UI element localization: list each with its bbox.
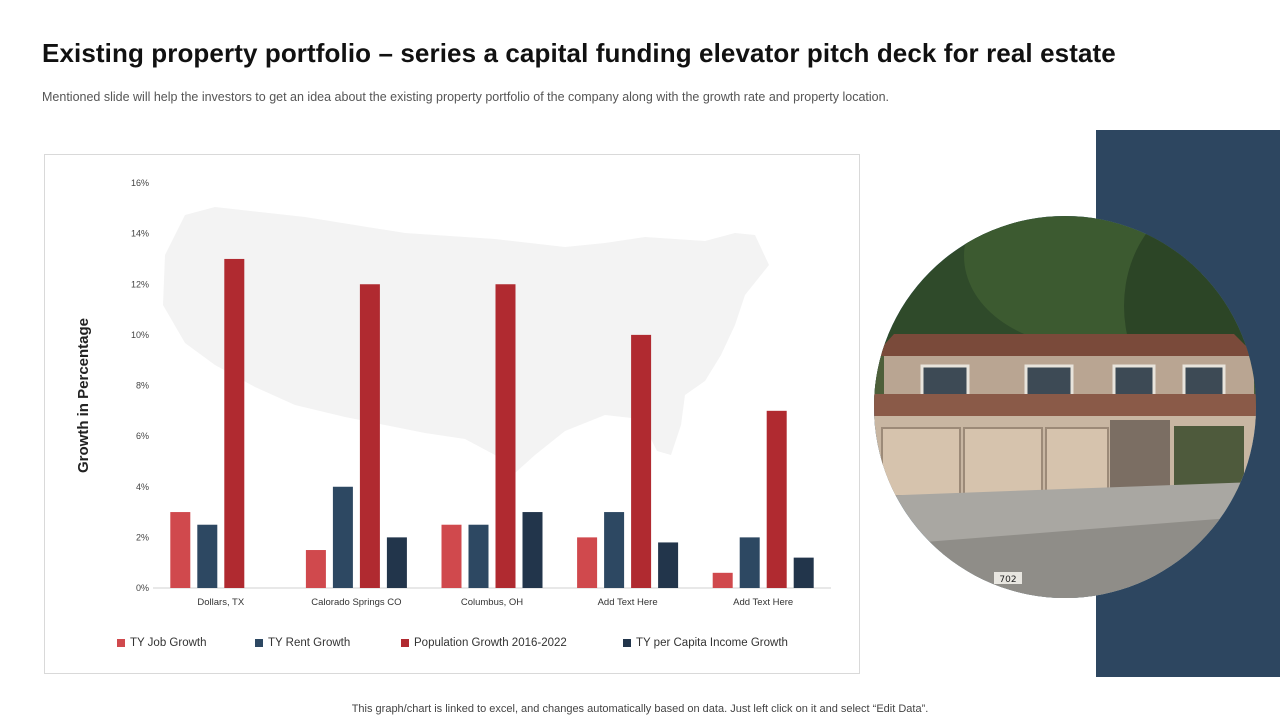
footer-note: This graph/chart is linked to excel, and…: [351, 703, 929, 715]
y-tick-label: 16%: [131, 178, 149, 188]
legend-swatch: [255, 639, 263, 647]
y-tick-label: 14%: [131, 229, 149, 239]
legend-label: TY per Capita Income Growth: [636, 637, 788, 649]
x-tick-label: Calorado Springs CO: [311, 597, 401, 608]
y-tick-label: 12%: [131, 279, 149, 289]
bar-3-4: [793, 557, 814, 588]
bar-1-3: [604, 512, 625, 588]
bar-2-4: [766, 410, 787, 588]
us-map-background: [163, 207, 769, 473]
legend-item: TY Job Growth: [117, 637, 255, 649]
y-tick-label: 4%: [136, 482, 149, 492]
bar-1-4: [739, 537, 760, 588]
y-axis-title: Growth in Percentage: [75, 318, 92, 473]
x-tick-label: Dollars, TX: [197, 597, 244, 608]
bar-2-1: [359, 284, 380, 588]
bar-0-0: [170, 512, 191, 588]
bar-1-0: [197, 524, 218, 588]
bar-3-1: [386, 537, 407, 588]
bar-1-2: [468, 524, 489, 588]
bar-0-1: [305, 550, 326, 588]
bar-2-3: [631, 334, 652, 588]
y-tick-label: 8%: [136, 381, 149, 391]
legend-item: TY per Capita Income Growth: [623, 637, 823, 649]
slide-subtitle: Mentioned slide will help the investors …: [42, 90, 890, 104]
bar-2-2: [495, 284, 516, 588]
house-photo: 702: [874, 216, 1256, 598]
x-tick-label: Add Text Here: [598, 597, 658, 608]
legend-label: Population Growth 2016-2022: [414, 637, 567, 649]
slide-title: Existing property portfolio – series a c…: [42, 38, 1116, 68]
bar-0-3: [577, 537, 598, 588]
legend-label: TY Job Growth: [130, 637, 207, 649]
bar-2-0: [224, 258, 245, 588]
y-tick-label: 2%: [136, 532, 149, 542]
legend-swatch: [623, 639, 631, 647]
bar-0-4: [712, 572, 733, 588]
bar-1-1: [332, 486, 353, 588]
y-tick-label: 0%: [136, 583, 149, 593]
chart-canvas: 0% 2% 4% 6% 8% 10% 12% 14% 16% Growth in Percenta…: [75, 178, 831, 608]
legend-swatch: [401, 639, 409, 647]
bar-chart[interactable]: 0% 2% 4% 6% 8% 10% 12% 14% 16% Growth in Percenta…: [44, 154, 860, 674]
legend-swatch: [117, 639, 125, 647]
bar-3-3: [658, 542, 679, 588]
bar-0-2: [441, 524, 462, 588]
chart-legend: TY Job Growth TY Rent Growth Population Gr…: [117, 637, 823, 649]
house-illustration: 702: [874, 216, 1256, 598]
house-number: 702: [999, 575, 1016, 585]
bar-3-2: [522, 512, 543, 588]
y-tick-label: 6%: [136, 431, 149, 441]
y-tick-label: 10%: [131, 330, 149, 340]
x-tick-label: Add Text Here: [733, 597, 793, 608]
x-tick-label: Columbus, OH: [461, 597, 523, 608]
legend-item: Population Growth 2016-2022: [401, 637, 623, 649]
legend-label: TY Rent Growth: [268, 637, 351, 649]
legend-item: TY Rent Growth: [255, 637, 401, 649]
